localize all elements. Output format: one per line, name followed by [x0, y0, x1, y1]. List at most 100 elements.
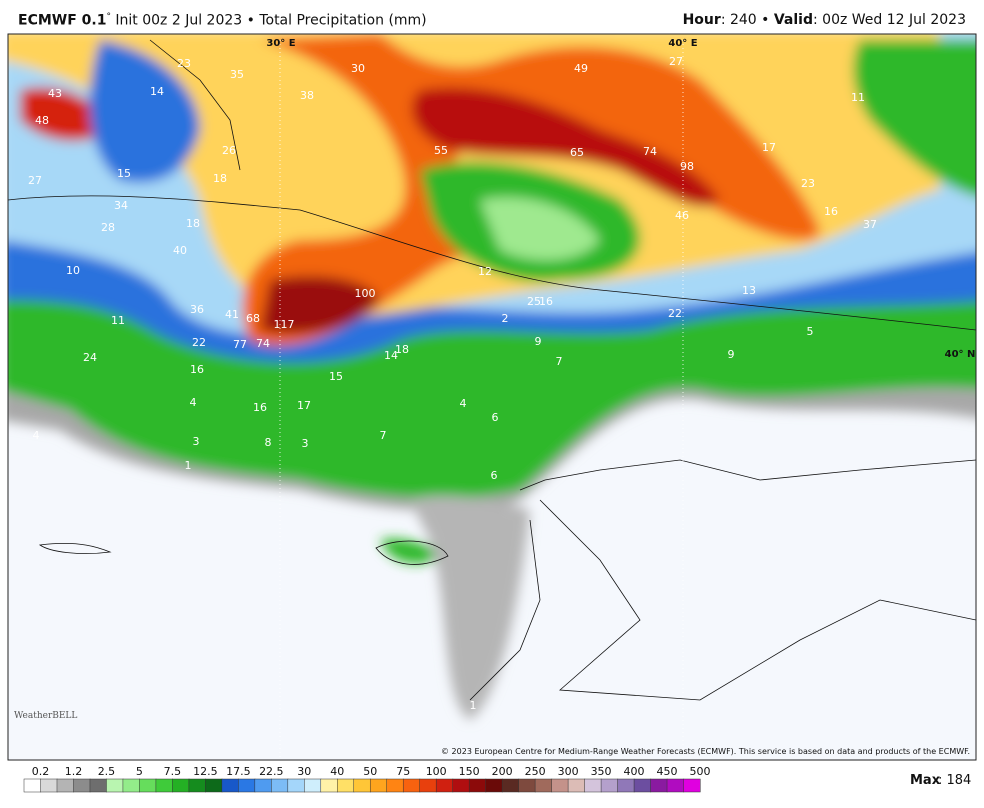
logo: WeatherBELL — [14, 711, 77, 721]
map-value-label: 28 — [101, 221, 115, 234]
map-value-label: 48 — [35, 114, 49, 127]
colorbar-swatch — [468, 778, 487, 793]
map-value-label: 9 — [728, 348, 735, 361]
colorbar-swatch — [155, 778, 173, 793]
map-value-label: 15 — [117, 167, 131, 180]
colorbar-label: 17.5 — [226, 765, 251, 778]
header-left: ECMWF 0.1° Init 00z 2 Jul 2023 • Total P… — [18, 12, 427, 29]
max-label: Max — [910, 773, 941, 788]
colorbar-swatch — [188, 778, 206, 793]
map-value-label: 6 — [491, 469, 498, 482]
colorbar-swatch — [139, 778, 157, 793]
map-value-label: 4 — [33, 429, 40, 442]
map-value-label: 41 — [225, 308, 239, 321]
map-value-label: 26 — [222, 144, 236, 157]
colorbar-label: 300 — [558, 765, 579, 778]
map-frame — [7, 33, 977, 761]
map-value-label: 23 — [177, 57, 191, 70]
map-value-label: 38 — [300, 89, 314, 102]
map-value-label: 18 — [186, 217, 200, 230]
model: ECMWF 0.1 — [18, 12, 107, 29]
colorbar-swatch — [518, 778, 536, 793]
colorbar-swatch — [56, 778, 75, 793]
map-value-label: 25 — [527, 295, 541, 308]
map-value-label: 22 — [668, 307, 682, 320]
map-value-label: 3 — [193, 435, 200, 448]
colorbar-swatch — [567, 778, 586, 793]
colorbar-label: 12.5 — [193, 765, 218, 778]
colorbar-swatch — [205, 778, 223, 793]
colorbar-label: 150 — [459, 765, 480, 778]
map-value-label: 11 — [111, 314, 125, 327]
colorbar-swatch — [287, 778, 305, 793]
run-info: Init 00z 2 Jul 2023 • Total Precipitatio… — [110, 12, 427, 29]
colorbar-swatch — [369, 778, 388, 793]
map-value-label: 98 — [680, 160, 694, 173]
map-value-label: 49 — [574, 62, 588, 75]
colorbar-label: 7.5 — [164, 765, 182, 778]
map-value-label: 55 — [434, 144, 448, 157]
map-value-label: 1 — [185, 459, 192, 472]
map-value-label: 4 — [190, 396, 197, 409]
colorbar-swatch — [402, 778, 421, 793]
map-value-label: 68 — [246, 312, 260, 325]
map-value-label: 27 — [28, 174, 42, 187]
map-value-label: 18 — [395, 343, 409, 356]
hour-label: Hour — [682, 12, 721, 28]
colorbar-swatch — [633, 778, 652, 793]
colorbar-label: 30 — [297, 765, 311, 778]
map-value-label: 77 — [233, 338, 247, 351]
map-value-label: 3 — [302, 437, 309, 450]
map-value-label: 46 — [675, 209, 689, 222]
map-value-label: 17 — [297, 399, 311, 412]
map-value-label: 35 — [230, 68, 244, 81]
map-value-label: 17 — [762, 141, 776, 154]
colorbar-swatch — [221, 778, 239, 793]
colorbar-label: 75 — [396, 765, 410, 778]
colorbar-swatch — [271, 778, 289, 793]
colorbar-swatch — [501, 778, 520, 793]
map-value-label: 7 — [380, 429, 387, 442]
map-value-label: 37 — [863, 218, 877, 231]
map-value-label: 9 — [535, 335, 542, 348]
colorbar-swatch — [600, 778, 619, 793]
map-value-label: 12 — [478, 265, 492, 278]
map-value-label: 30 — [351, 62, 365, 75]
valid-value: : 00z Wed 12 Jul 2023 — [813, 12, 966, 28]
graticule-label: 30° E — [266, 38, 295, 49]
colorbar-label: 22.5 — [259, 765, 284, 778]
colorbar-swatch — [683, 778, 701, 793]
colorbar-label: 200 — [492, 765, 513, 778]
borders — [8, 39, 976, 760]
map-value-label: 100 — [355, 287, 376, 300]
colorbar-swatch — [337, 778, 355, 793]
map-value-label: 7 — [556, 355, 563, 368]
colorbar-label: 500 — [690, 765, 711, 778]
map-field — [8, 34, 976, 760]
map-value-label: 43 — [48, 87, 62, 100]
map-value-label: 13 — [742, 284, 756, 297]
map-value-label: 11 — [851, 91, 865, 104]
colorbar-swatch — [89, 778, 107, 793]
map-value-label: 15 — [329, 370, 343, 383]
max-value: : 184 — [938, 773, 971, 788]
map-value-label: 65 — [570, 146, 584, 159]
map-value-label: 117 — [274, 318, 295, 331]
graticule-label: 40° N — [945, 349, 976, 360]
colorbar-swatch — [23, 778, 42, 793]
colorbar-label: 5 — [136, 765, 143, 778]
map-value-label: 14 — [384, 349, 398, 362]
colorbar-swatch — [106, 778, 124, 793]
map-value-label: 34 — [114, 199, 128, 212]
map-value-label: 6 — [492, 411, 499, 424]
map-value-label: 5 — [807, 325, 814, 338]
map-value-label: 16 — [824, 205, 838, 218]
colorbar-label: 50 — [363, 765, 377, 778]
colorbar-label: 0.2 — [32, 765, 50, 778]
colorbar-swatch — [254, 778, 272, 793]
colorbar-label: 250 — [525, 765, 546, 778]
colorbar-label: 350 — [591, 765, 612, 778]
map-value-label: 18 — [213, 172, 227, 185]
